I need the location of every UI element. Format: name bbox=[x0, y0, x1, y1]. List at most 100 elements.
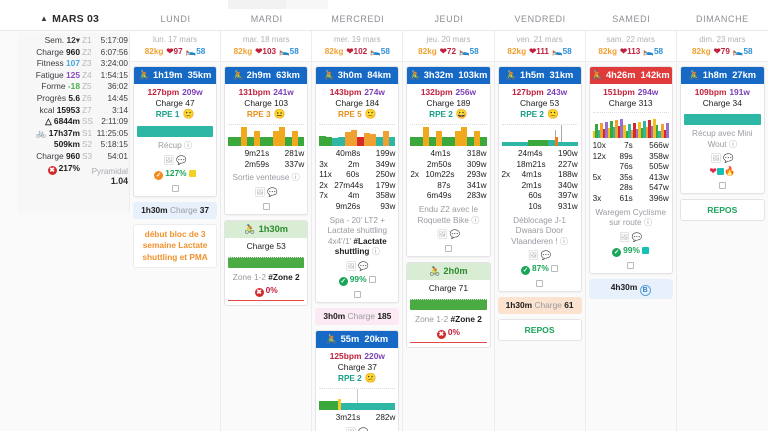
activity-card[interactable]: 🚴 1h5m 31km 127bpm 243w Charge 53 RPE 2 🙂 24m4s… bbox=[497, 66, 582, 293]
planned-workout-bar[interactable]: 1h30m Charge 37 bbox=[133, 201, 218, 219]
interval-duration: 40m8s bbox=[335, 149, 361, 158]
interval-row: 40m8s 199w bbox=[319, 149, 396, 160]
checkbox-flag[interactable] bbox=[188, 169, 196, 177]
card-checkbox-row bbox=[684, 178, 761, 190]
activity-card[interactable]: 🚴 55m 20km 125bpm 220w Charge 37 RPE 2 😕 3m21s 2… bbox=[315, 329, 400, 431]
bed-icon: 🛌 bbox=[551, 46, 563, 56]
planned-workout-bar[interactable]: 4h30m B bbox=[588, 278, 673, 299]
day-summary-bar[interactable]: dim. 23 mars 82kg ❤79 🛌58 bbox=[676, 31, 768, 62]
interval-power: 505w bbox=[649, 162, 669, 172]
summary-stat-val9: 509km bbox=[53, 139, 80, 150]
rest-day-card[interactable]: REPOS bbox=[679, 199, 765, 222]
day-summary-bar[interactable]: ven. 21 mars 82kg ❤111 🛌58 bbox=[494, 31, 585, 62]
done-checkbox[interactable] bbox=[444, 245, 452, 253]
activity-duration: 3h0m bbox=[337, 70, 363, 80]
checkbox[interactable] bbox=[551, 265, 559, 273]
comment-icon[interactable]: 💬 bbox=[631, 231, 643, 242]
image-icon[interactable]: 🖼 bbox=[163, 154, 175, 165]
browser-top-strip bbox=[0, 0, 768, 9]
done-checkbox[interactable] bbox=[353, 290, 361, 298]
collapse-caret-icon[interactable]: ▲ bbox=[40, 14, 49, 23]
comment-icon[interactable]: 💬 bbox=[449, 229, 461, 240]
checkbox-checked[interactable] bbox=[716, 168, 724, 176]
info-icon[interactable]: ⓘ bbox=[471, 215, 480, 225]
done-checkbox[interactable] bbox=[262, 202, 270, 210]
rest-day-card[interactable]: REPOS bbox=[497, 319, 582, 342]
activity-card[interactable]: 🚴 2h9m 63km 131bpm 241w Charge 103 RPE 3 😐 9m21… bbox=[224, 66, 309, 215]
day-summary-bar[interactable]: mer. 19 mars 82kg ❤102 🛌58 bbox=[312, 31, 403, 62]
info-icon[interactable]: ⓘ bbox=[559, 236, 569, 246]
day-summary-bar[interactable]: lun. 17 mars 82kg ❤97 🛌58 bbox=[130, 31, 221, 62]
activity-card-header[interactable]: 🚴 1h5m 31km bbox=[498, 67, 581, 84]
heart-icon: ❤ bbox=[439, 46, 447, 56]
comment-icon[interactable]: 💬 bbox=[723, 153, 734, 164]
done-checkbox[interactable] bbox=[627, 261, 635, 269]
month-label: MARS 03 bbox=[52, 13, 100, 25]
tab-placeholder-b[interactable] bbox=[286, 0, 328, 9]
image-icon[interactable]: 🖼 bbox=[618, 231, 630, 242]
info-icon[interactable]: ⓘ bbox=[371, 247, 380, 257]
coach-comment[interactable]: début bloc de 3 semaine Lactate shuttlin… bbox=[133, 223, 218, 269]
interval-row: 4m1s 318w bbox=[410, 149, 486, 160]
planned-workout-bar[interactable]: 1h30m Charge 61 bbox=[497, 297, 582, 315]
image-icon[interactable]: 🖼 bbox=[527, 250, 539, 261]
zone-time: 5:18:15 bbox=[100, 140, 128, 150]
planned-workout-bar[interactable]: 3h0m Charge 185 bbox=[315, 307, 400, 325]
info-icon[interactable]: ⓘ bbox=[291, 173, 300, 183]
activity-card-header[interactable]: 🚴 2h9m 63km bbox=[225, 67, 308, 84]
activity-card[interactable]: 🚴 4h26m 142km 151bpm 294w Charge 313 10x 7s 566… bbox=[588, 66, 673, 274]
zone-row-z6: Z6 14:45 bbox=[82, 93, 130, 105]
comment-icon[interactable]: 💬 bbox=[540, 250, 552, 261]
interval-repeats: 2x bbox=[319, 180, 328, 190]
planned-workout-card[interactable]: 🚴 2h0m Charge 71 Zone 1-2 #Zone 2 ✖ 0% bbox=[406, 262, 491, 349]
interval-power: 337w bbox=[284, 159, 305, 169]
interval-power: 396w bbox=[649, 193, 669, 203]
activity-card-header[interactable]: 🚴 1h8m 27km bbox=[680, 67, 764, 84]
comment-icon[interactable]: 💬 bbox=[358, 427, 369, 431]
planned-card-header[interactable]: 🚴 2h0m bbox=[407, 263, 490, 281]
day-summary-bar[interactable]: jeu. 20 mars 82kg ❤72 🛌58 bbox=[403, 31, 494, 62]
avg-hr: 109bpm bbox=[694, 87, 727, 97]
image-icon[interactable]: 🖼 bbox=[436, 229, 448, 240]
done-checkbox[interactable] bbox=[171, 184, 179, 192]
image-icon[interactable]: 🖼 bbox=[346, 427, 357, 431]
interval-power: 413w bbox=[649, 172, 669, 182]
planned-charge-value: 61 bbox=[564, 300, 574, 311]
comment-icon[interactable]: 💬 bbox=[358, 260, 369, 271]
activity-card-header[interactable]: 🚴 55m 20km bbox=[316, 330, 399, 348]
day-summary-bar[interactable]: mar. 18 mars 82kg ❤103 🛌58 bbox=[221, 31, 312, 62]
interval-row: 7x 4m 358w bbox=[319, 191, 395, 202]
checkbox-checked[interactable] bbox=[642, 246, 650, 254]
planned-workout-card[interactable]: 🚴 1h30m Charge 53 Zone 1-2 #Zone 2 ✖ 0% bbox=[224, 219, 309, 306]
zone-row-s2: S2 5:18:15 bbox=[82, 139, 130, 151]
checkbox[interactable] bbox=[368, 275, 376, 283]
day-header-dimanche: DIMANCHE bbox=[695, 14, 749, 24]
image-icon[interactable]: 🖼 bbox=[345, 260, 357, 271]
heart-icon: ❤ bbox=[346, 46, 354, 56]
activity-card-header[interactable]: 🚴 3h0m 84km bbox=[316, 67, 399, 84]
page-title[interactable]: ▲ MARS 03 bbox=[40, 13, 99, 25]
activity-card[interactable]: 🚴 3h0m 84km 143bpm 274w Charge 184 RPE 5 🙂 40m8… bbox=[315, 66, 400, 303]
activity-card[interactable]: 🚴 3h32m 103km 132bpm 256w Charge 189 RPE 2 😀 4m… bbox=[406, 66, 491, 258]
activity-card-header[interactable]: 🚴 3h32m 103km bbox=[407, 67, 490, 84]
day-weight: 82kg bbox=[692, 47, 711, 56]
image-icon[interactable]: 🖼 bbox=[710, 153, 722, 164]
info-icon[interactable]: ⓘ bbox=[728, 139, 738, 149]
activity-card-header[interactable]: 🚴 4h26m 142km bbox=[589, 67, 672, 84]
day-date: mar. 18 mars bbox=[242, 35, 290, 44]
comment-icon[interactable]: 💬 bbox=[176, 154, 187, 165]
done-checkbox[interactable] bbox=[718, 182, 726, 190]
tab-placeholder-a[interactable] bbox=[228, 0, 286, 9]
zone-row-z1: Z1 5:17:09 bbox=[82, 35, 130, 47]
image-icon[interactable]: 🖼 bbox=[254, 186, 266, 197]
info-icon[interactable]: ⓘ bbox=[643, 218, 653, 228]
interval-duration: 24m4s bbox=[518, 149, 543, 158]
info-icon[interactable]: ⓘ bbox=[183, 141, 193, 150]
comment-icon[interactable]: 💬 bbox=[267, 186, 278, 197]
day-summary-bar[interactable]: sam. 22 mars 82kg ❤113 🛌58 bbox=[585, 31, 676, 62]
activity-card[interactable]: 🚴 1h8m 27km 109bpm 191w Charge 34 Récup avec … bbox=[679, 66, 765, 195]
planned-card-header[interactable]: 🚴 1h30m bbox=[225, 220, 308, 238]
done-checkbox[interactable] bbox=[536, 280, 544, 288]
activity-card-header[interactable]: 🚴 1h19m 35km bbox=[134, 67, 217, 84]
activity-card[interactable]: 🚴 1h19m 35km 127bpm 209w Charge 47 RPE 1 🙂 Récu… bbox=[133, 66, 218, 197]
